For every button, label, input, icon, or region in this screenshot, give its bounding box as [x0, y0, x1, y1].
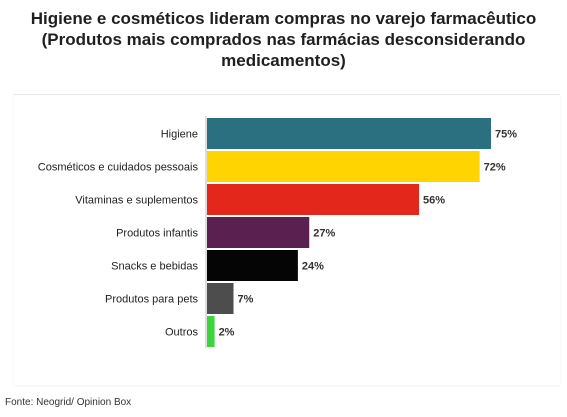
- value-label: 2%: [219, 327, 235, 339]
- category-label: Snacks e bebidas: [111, 261, 198, 273]
- value-label: 56%: [423, 195, 445, 207]
- value-label: 7%: [238, 294, 254, 306]
- category-label: Higiene: [161, 129, 198, 141]
- bar: [207, 151, 480, 182]
- source-note: Fonte: Neogrid/ Opinion Box: [5, 397, 132, 408]
- bar: [207, 118, 491, 149]
- value-label: 27%: [313, 228, 335, 240]
- chart-title: Higiene e cosméticos lideram compras no …: [0, 8, 567, 71]
- chart-title-line-1: Higiene e cosméticos lideram compras no …: [30, 9, 537, 28]
- bar: [207, 184, 420, 215]
- chart-title-line-2: (Produtos mais comprados nas farmácias d…: [41, 30, 526, 49]
- value-label: 24%: [302, 261, 324, 273]
- value-label: 72%: [484, 162, 506, 174]
- category-label: Produtos infantis: [116, 228, 198, 240]
- bar: [207, 250, 298, 281]
- bar: [207, 217, 310, 248]
- bar-chart: Higiene 75% Cosméticos e cuidados pessoais…: [38, 116, 517, 348]
- category-label: Vitaminas e suplementos: [75, 195, 198, 207]
- chart-title-line-3: medicamentos): [221, 51, 346, 70]
- category-label: Produtos para pets: [105, 294, 198, 306]
- category-label: Cosméticos e cuidados pessoais: [38, 162, 199, 174]
- bar: [207, 316, 215, 347]
- value-label: 75%: [495, 129, 517, 141]
- category-label: Outros: [165, 327, 199, 339]
- bar: [207, 283, 234, 314]
- chart-panel: Higiene 75% Cosméticos e cuidados pessoais…: [14, 94, 560, 385]
